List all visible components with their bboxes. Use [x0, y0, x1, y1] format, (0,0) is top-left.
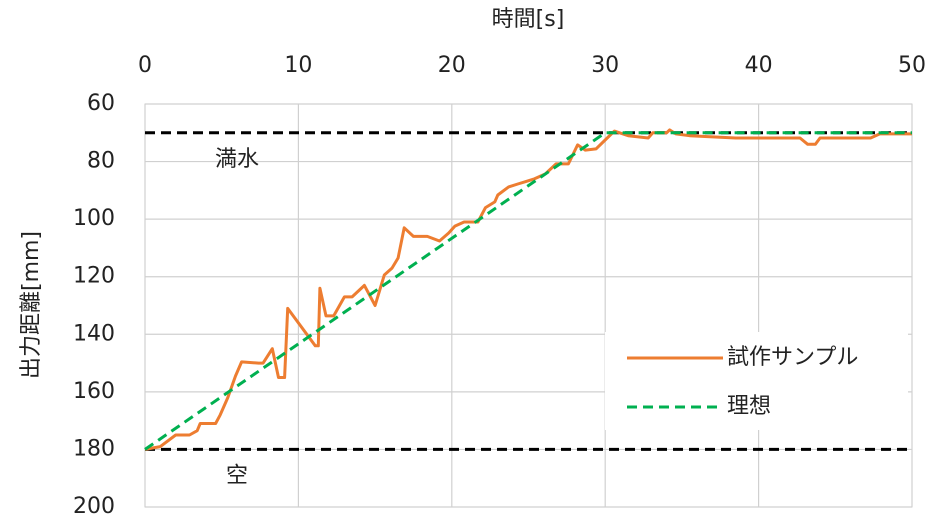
y-tick-label: 140	[73, 321, 115, 346]
reference-label: 空	[226, 463, 248, 488]
y-tick-label: 80	[87, 149, 115, 174]
x-tick-label: 30	[591, 53, 619, 78]
legend-label: 理想	[727, 394, 771, 419]
x-tick-label: 40	[745, 53, 773, 78]
y-tick-label: 100	[73, 206, 115, 231]
series-line	[144, 128, 912, 451]
x-tick-label: 50	[898, 53, 926, 78]
legend-label: 試作サンプル	[727, 345, 858, 370]
y-tick-label: 120	[73, 264, 115, 289]
y-tick-label: 60	[87, 91, 115, 116]
x-tick-label: 20	[438, 53, 466, 78]
reference-label: 満水	[215, 147, 259, 172]
legend	[605, 332, 908, 430]
y-axis-title: 出力距離[mm]	[19, 231, 44, 379]
x-tick-label: 10	[284, 53, 312, 78]
y-tick-label: 180	[73, 436, 115, 461]
plot-area	[144, 103, 913, 508]
y-tick-label: 200	[73, 494, 115, 518]
x-tick-label: 0	[138, 53, 152, 78]
y-tick-label: 160	[73, 379, 115, 404]
x-axis-title: 時間[s]	[492, 7, 565, 32]
